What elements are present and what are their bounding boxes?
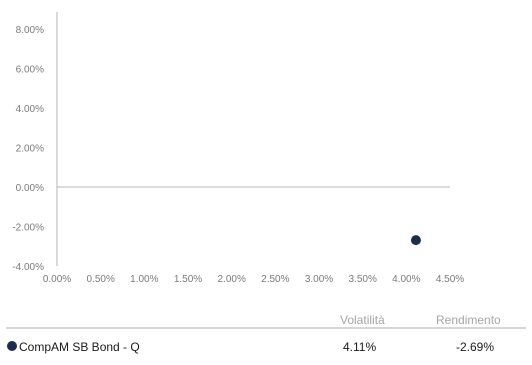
x-tick-label: 3.00% [305, 274, 333, 285]
scatter-chart: 8.00%6.00%4.00%2.00%0.00%-2.00%-4.00%0.0… [12, 12, 464, 285]
x-tick-label: 1.50% [174, 274, 202, 285]
volatility-header: Volatilità [340, 313, 385, 327]
y-tick-label: 4.00% [16, 104, 44, 115]
x-tick-label: 0.00% [43, 274, 71, 285]
y-tick-label: 0.00% [16, 183, 44, 194]
x-tick-label: 3.50% [348, 274, 376, 285]
x-tick-label: 0.50% [86, 274, 114, 285]
x-tick-label: 2.00% [217, 274, 245, 285]
y-tick-label: 6.00% [16, 65, 44, 76]
table-row: CompAM SB Bond - Q 4.11% -2.69% [6, 339, 526, 355]
x-tick-label: 4.00% [392, 274, 420, 285]
x-tick-label: 1.00% [130, 274, 158, 285]
y-tick-label: -2.00% [12, 223, 44, 234]
x-tick-label: 2.50% [261, 274, 289, 285]
y-tick-label: 8.00% [16, 25, 44, 36]
return-value: -2.69% [456, 340, 495, 354]
series-name: CompAM SB Bond - Q [19, 340, 140, 354]
data-point [410, 235, 421, 246]
x-tick-label: 4.50% [436, 274, 464, 285]
y-tick-label: 2.00% [16, 144, 44, 155]
volatility-value: 4.11% [343, 340, 377, 354]
legend-table-header: Volatilità Rendimento [6, 313, 526, 329]
series-color-marker [7, 341, 17, 351]
return-header: Rendimento [436, 313, 501, 327]
y-tick-label: -4.00% [12, 262, 44, 273]
